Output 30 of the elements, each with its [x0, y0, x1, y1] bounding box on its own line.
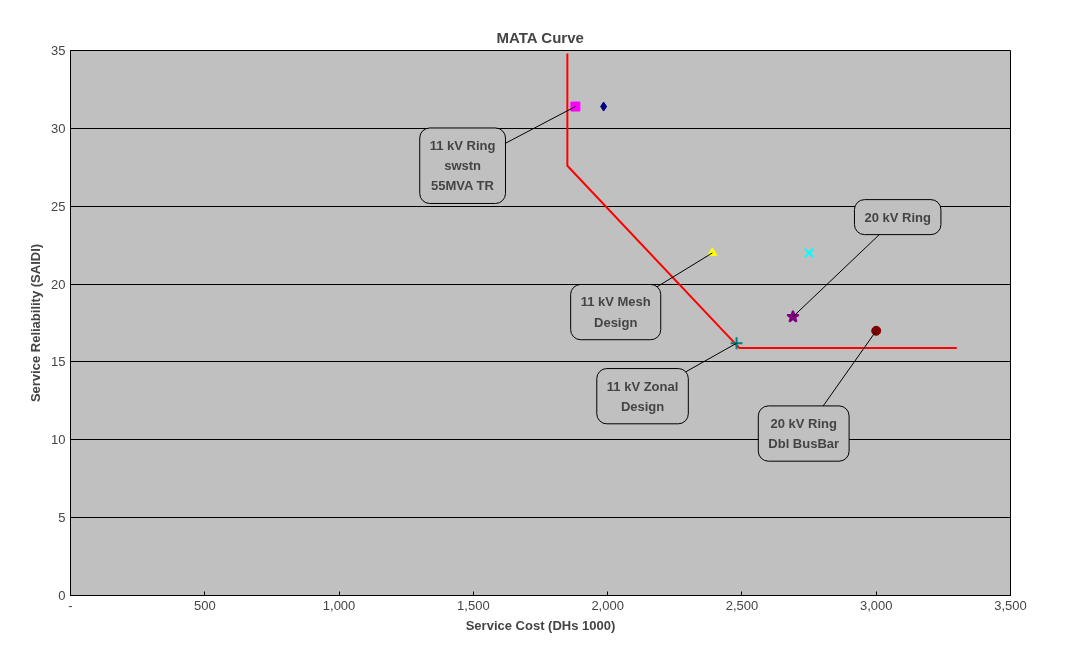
- annotation: 11 kV Mesh Design: [580, 294, 651, 330]
- x-tick-label: 1,000: [322, 597, 356, 613]
- point: [803, 247, 815, 259]
- y-tick-label: 35: [51, 43, 66, 58]
- y-tick-label: 10: [51, 432, 66, 448]
- chart-title: MATA Curve: [496, 28, 584, 46]
- x-axis-title: Service Cost (DHs 1000): [465, 617, 616, 633]
- y-tick-label: 30: [51, 120, 66, 136]
- point: [871, 325, 882, 336]
- annotation: 11 kV Ring swstn 55MVA TR: [429, 137, 496, 194]
- annotation: 20 kV Ring Dbl BusBar: [768, 415, 840, 452]
- x-tick-label: 2,000: [591, 597, 624, 613]
- point: [729, 336, 744, 351]
- point: [570, 101, 581, 112]
- point: [786, 309, 800, 323]
- y-tick-label: 15: [51, 354, 66, 370]
- y-tick-label: 5: [58, 510, 66, 526]
- y-tick-label: 25: [51, 198, 66, 214]
- y-axis-title: Service Reliability (SAIDI): [28, 243, 44, 403]
- x-tick-label: 3,000: [859, 597, 893, 613]
- x-tick-label: 3,500: [994, 597, 1027, 613]
- x-tick-label: -: [68, 597, 73, 613]
- y-tick-label: 0: [58, 588, 66, 603]
- annotation: 11 kV Zonal Design: [606, 378, 679, 414]
- annotation: 20 kV Ring: [864, 209, 931, 225]
- y-tick-label: 20: [51, 276, 66, 292]
- x-tick-label: 500: [193, 597, 216, 613]
- x-tick-label: 2,500: [725, 597, 759, 613]
- point: [600, 101, 608, 112]
- x-tick-label: 1,500: [457, 597, 490, 613]
